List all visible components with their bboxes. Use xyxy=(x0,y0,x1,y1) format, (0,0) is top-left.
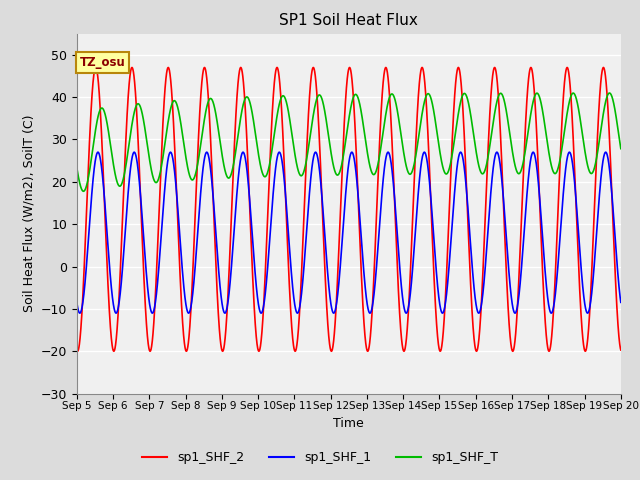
sp1_SHF_T xyxy=(468,121,476,127)
sp1_SHF_2 xyxy=(302,173,310,179)
sp1_SHF_1 xyxy=(306,184,314,190)
sp1_SHF_T xyxy=(605,90,613,96)
sp1_SHF_T xyxy=(306,135,314,141)
sp1_SHF_1 xyxy=(468,264,476,270)
sp1_SHF_2 xyxy=(219,348,227,354)
sp1_SHF_1 xyxy=(302,242,310,248)
sp1_SHF_2 xyxy=(617,347,625,353)
sp1_SHF_1 xyxy=(185,310,193,316)
sp1_SHF_T xyxy=(79,189,87,194)
sp1_SHF_1 xyxy=(573,213,581,219)
X-axis label: Time: Time xyxy=(333,417,364,430)
sp1_SHF_T xyxy=(600,106,608,111)
sp1_SHF_2 xyxy=(573,232,581,238)
sp1_SHF_2 xyxy=(332,314,339,320)
sp1_SHF_T xyxy=(301,162,309,168)
sp1_SHF_1 xyxy=(617,300,625,305)
sp1_SHF_2 xyxy=(600,66,608,72)
sp1_SHF_2 xyxy=(306,87,314,93)
Text: TZ_osu: TZ_osu xyxy=(79,56,125,69)
sp1_SHF_2 xyxy=(73,347,81,353)
sp1_SHF_T xyxy=(617,146,625,152)
sp1_SHF_2 xyxy=(164,65,172,71)
Y-axis label: Soil Heat Flux (W/m2), SoilT (C): Soil Heat Flux (W/m2), SoilT (C) xyxy=(22,115,35,312)
sp1_SHF_1 xyxy=(600,152,608,157)
Title: SP1 Soil Heat Flux: SP1 Soil Heat Flux xyxy=(280,13,418,28)
Line: sp1_SHF_2: sp1_SHF_2 xyxy=(77,68,621,351)
Line: sp1_SHF_T: sp1_SHF_T xyxy=(77,93,621,192)
sp1_SHF_T xyxy=(332,170,339,176)
sp1_SHF_2 xyxy=(468,312,476,318)
sp1_SHF_1 xyxy=(73,300,81,305)
Legend: sp1_SHF_2, sp1_SHF_1, sp1_SHF_T: sp1_SHF_2, sp1_SHF_1, sp1_SHF_T xyxy=(137,446,503,469)
sp1_SHF_1 xyxy=(332,306,339,312)
sp1_SHF_T xyxy=(73,165,81,170)
Line: sp1_SHF_1: sp1_SHF_1 xyxy=(77,152,621,313)
sp1_SHF_1 xyxy=(239,149,247,155)
sp1_SHF_T xyxy=(573,99,581,105)
